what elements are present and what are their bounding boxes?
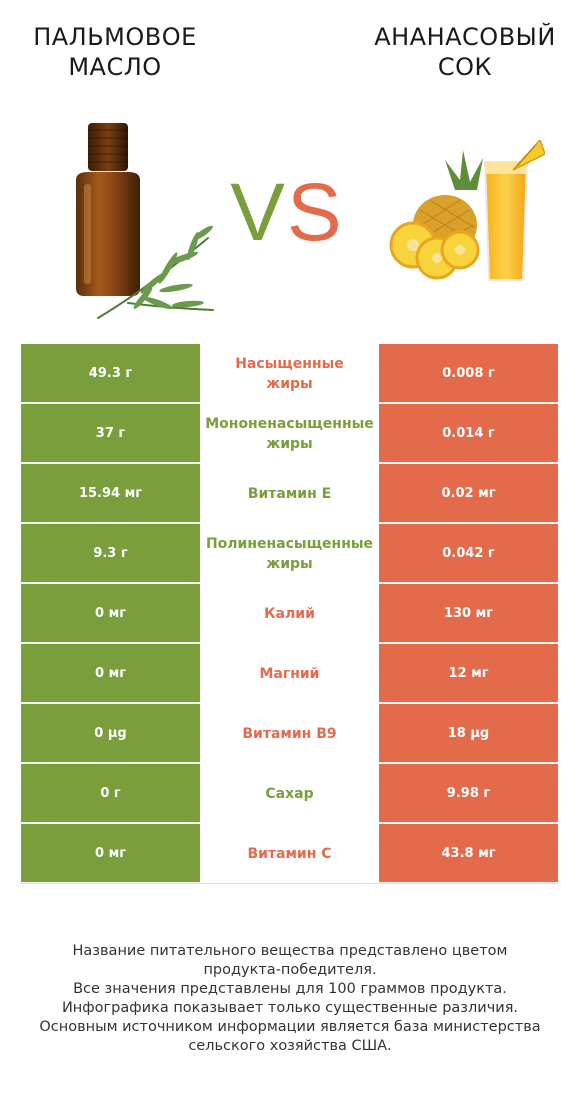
palm-oil-value: 0 мг bbox=[21, 824, 200, 883]
palm-oil-value: 37 г bbox=[21, 404, 200, 463]
table-row: 0 µg Витамин B9 18 µg bbox=[21, 704, 558, 764]
nutrient-name: Витамин C bbox=[200, 824, 379, 883]
pineapple-juice-value: 43.8 мг bbox=[379, 824, 558, 883]
pineapple-juice-value: 9.98 г bbox=[379, 764, 558, 823]
palm-oil-bottle-image bbox=[76, 123, 214, 319]
nutrient-name: Мононенасыщенные жиры bbox=[200, 404, 379, 463]
palm-oil-value: 15.94 мг bbox=[21, 464, 200, 523]
palm-oil-value: 0 мг bbox=[21, 584, 200, 643]
table-row: 49.3 г Насыщенные жиры 0.008 г bbox=[21, 344, 558, 404]
nutrient-name: Калий bbox=[200, 584, 379, 643]
table-row: 15.94 мг Витамин E 0.02 мг bbox=[21, 464, 558, 524]
footer-notes: Название питательного вещества представл… bbox=[20, 942, 560, 1056]
footer-line-1: Название питательного вещества представл… bbox=[72, 943, 508, 959]
palm-oil-value: 9.3 г bbox=[21, 524, 200, 583]
pineapple-juice-value: 130 мг bbox=[379, 584, 558, 643]
footer-line-5: Основным источником информации является … bbox=[39, 1019, 541, 1035]
palm-oil-value: 0 µg bbox=[21, 704, 200, 763]
nutrient-name: Витамин B9 bbox=[200, 704, 379, 763]
table-row: 9.3 г Полиненасыщенные жиры 0.042 г bbox=[21, 524, 558, 584]
footer-line-2: продукта-победителя. bbox=[203, 962, 377, 978]
palm-oil-value: 49.3 г bbox=[21, 344, 200, 403]
pineapple-juice-value: 0.02 мг bbox=[379, 464, 558, 523]
footer-line-3: Все значения представлены для 100 граммо… bbox=[73, 981, 507, 997]
pineapple-juice-value: 0.014 г bbox=[379, 404, 558, 463]
pineapple-juice-value: 12 мг bbox=[379, 644, 558, 703]
nutrient-name: Сахар bbox=[200, 764, 379, 823]
left-product-title: ПАЛЬМОВОЕ МАСЛО bbox=[0, 22, 230, 82]
palm-oil-value: 0 мг bbox=[21, 644, 200, 703]
vs-s-letter: S bbox=[287, 167, 344, 258]
nutrient-name: Витамин E bbox=[200, 464, 379, 523]
nutrient-name: Полиненасыщенные жиры bbox=[200, 524, 379, 583]
right-product-title: АНАНАСОВЫЙ СОК bbox=[350, 22, 580, 82]
nutrient-name: Насыщенные жиры bbox=[200, 344, 379, 403]
pineapple-juice-value: 18 µg bbox=[379, 704, 558, 763]
left-title-line2: МАСЛО bbox=[68, 53, 162, 81]
left-title-line1: ПАЛЬМОВОЕ bbox=[33, 23, 197, 51]
right-title-line1: АНАНАСОВЫЙ bbox=[374, 23, 556, 51]
pineapple-juice-value: 0.042 г bbox=[379, 524, 558, 583]
nutrient-name: Магний bbox=[200, 644, 379, 703]
palm-oil-value: 0 г bbox=[21, 764, 200, 823]
footer-line-6: сельского хозяйства США. bbox=[188, 1038, 392, 1054]
footer-line-4: Инфографика показывает только существенн… bbox=[61, 1000, 519, 1016]
table-row: 0 мг Магний 12 мг bbox=[21, 644, 558, 704]
table-row: 0 мг Калий 130 мг bbox=[21, 584, 558, 644]
table-row: 37 г Мононенасыщенные жиры 0.014 г bbox=[21, 404, 558, 464]
pineapple-juice-image bbox=[389, 140, 545, 281]
vs-label: VS bbox=[222, 168, 352, 258]
nutrient-comparison-table: 49.3 г Насыщенные жиры 0.008 г 37 г Мононена… bbox=[21, 344, 558, 884]
table-row: 0 г Сахар 9.98 г bbox=[21, 764, 558, 824]
pineapple-juice-value: 0.008 г bbox=[379, 344, 558, 403]
table-row: 0 мг Витамин C 43.8 мг bbox=[21, 824, 558, 884]
vs-v-letter: V bbox=[230, 167, 287, 258]
right-title-line2: СОК bbox=[437, 53, 493, 81]
